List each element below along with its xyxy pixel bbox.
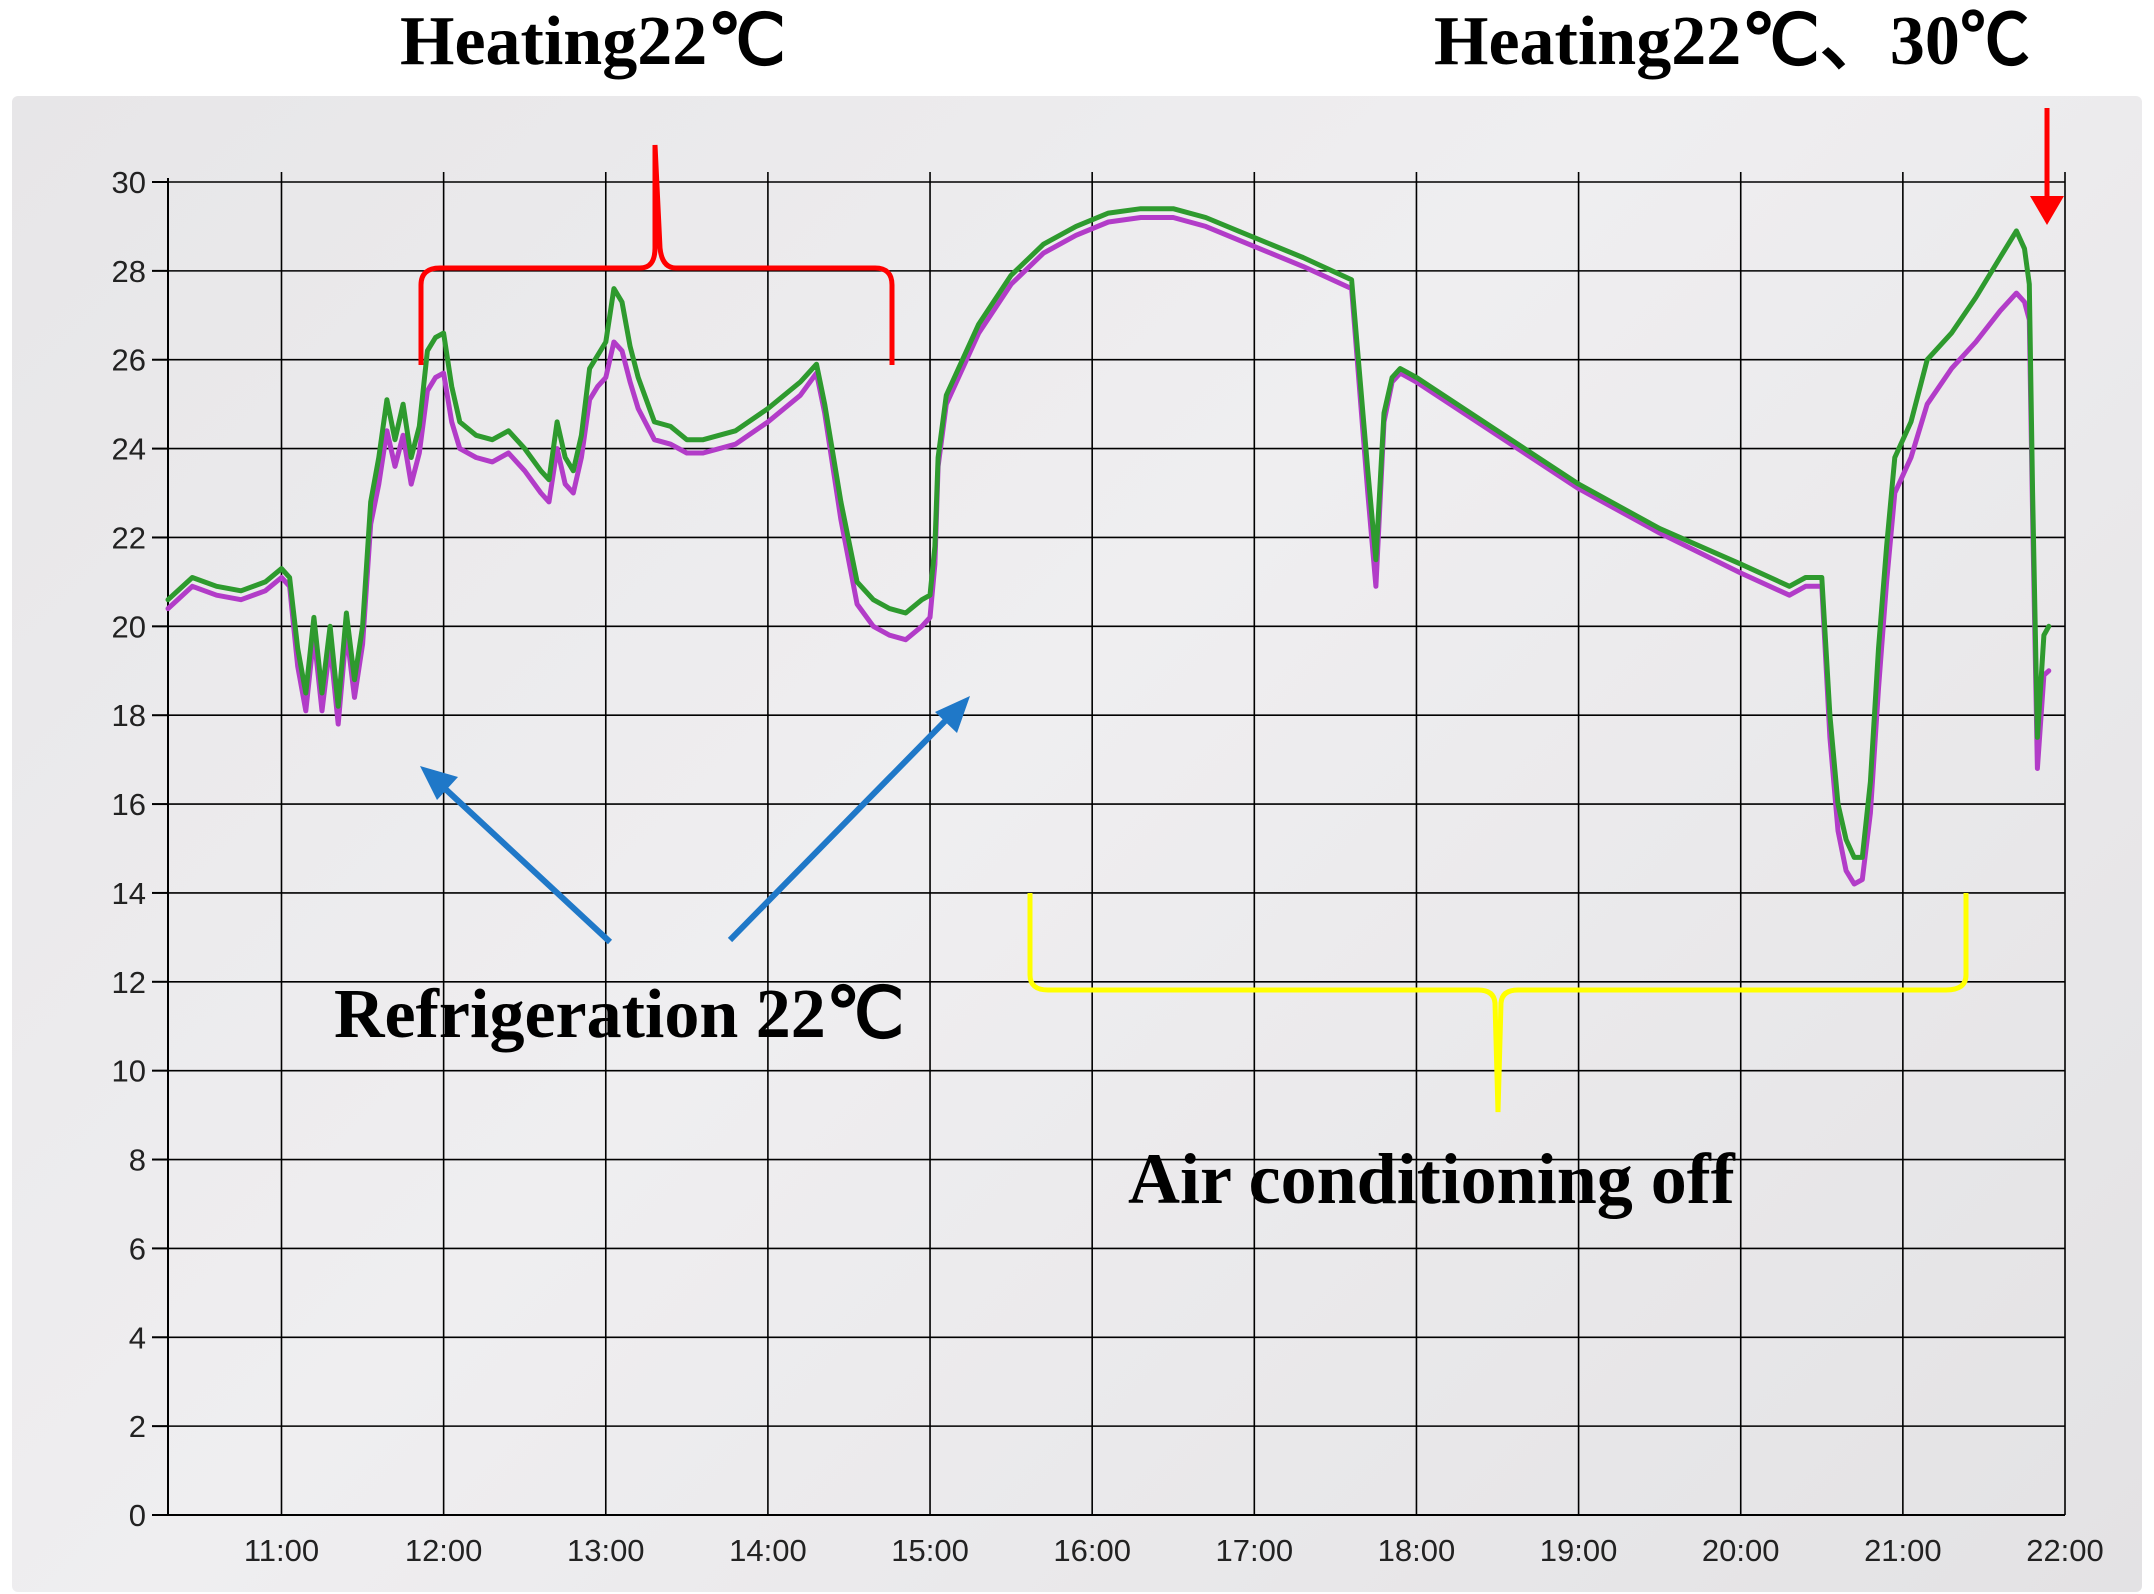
x-tick-label: 17:00 bbox=[1216, 1533, 1294, 1568]
refrigeration-label: Refrigeration 22℃ bbox=[334, 976, 905, 1053]
x-tick-label: 11:00 bbox=[244, 1533, 319, 1568]
monitor-screen bbox=[12, 96, 2142, 1592]
y-tick-label: 10 bbox=[112, 1054, 146, 1089]
heating-label-right: Heating22℃、30℃ bbox=[1434, 3, 2030, 80]
refrigeration-arrow-left-head bbox=[420, 766, 458, 800]
x-tick-label: 18:00 bbox=[1378, 1533, 1456, 1568]
y-tick-label: 8 bbox=[129, 1143, 146, 1178]
x-tick-label: 16:00 bbox=[1053, 1533, 1131, 1568]
series-line bbox=[165, 206, 2052, 860]
refrigeration-arrow-left-shaft bbox=[437, 781, 613, 945]
heating-label-left: Heating22℃ bbox=[400, 3, 786, 80]
y-tick-label: 20 bbox=[112, 609, 146, 644]
y-tick-label: 24 bbox=[112, 432, 146, 467]
x-tick-label: 14:00 bbox=[729, 1533, 807, 1568]
x-tick-label: 21:00 bbox=[1864, 1533, 1942, 1568]
x-tick-label: 22:00 bbox=[2026, 1533, 2104, 1568]
y-tick-label: 28 bbox=[112, 254, 146, 289]
x-tick-label: 19:00 bbox=[1540, 1533, 1618, 1568]
y-tick-label: 14 bbox=[112, 876, 146, 911]
ac-off-label: Air conditioning off bbox=[1128, 1139, 1735, 1219]
y-tick-label: 30 bbox=[112, 165, 146, 200]
y-tick-label: 0 bbox=[129, 1498, 146, 1533]
x-tick-label: 13:00 bbox=[567, 1533, 645, 1568]
y-tick-label: 6 bbox=[129, 1231, 146, 1266]
y-tick-label: 12 bbox=[112, 965, 146, 1000]
heating-arrow-head bbox=[2030, 196, 2064, 225]
y-tick-label: 2 bbox=[129, 1409, 146, 1444]
refrigeration-arrow-right-head bbox=[935, 696, 970, 733]
series-line bbox=[165, 215, 2052, 887]
y-tick-label: 16 bbox=[112, 787, 146, 822]
x-tick-label: 12:00 bbox=[405, 1533, 483, 1568]
annotation-banner: Heating22℃ Heating22℃、30℃ bbox=[0, 0, 2154, 96]
y-tick-label: 22 bbox=[112, 520, 146, 555]
y-tick-label: 26 bbox=[112, 343, 146, 378]
refrigeration-arrow-right-shaft bbox=[727, 713, 953, 943]
x-tick-label: 15:00 bbox=[891, 1533, 969, 1568]
heating-bracket bbox=[418, 144, 895, 365]
ac-off-bracket bbox=[1027, 893, 1969, 1113]
y-tick-label: 4 bbox=[129, 1320, 146, 1355]
x-tick-label: 20:00 bbox=[1702, 1533, 1780, 1568]
y-tick-label: 18 bbox=[112, 698, 146, 733]
